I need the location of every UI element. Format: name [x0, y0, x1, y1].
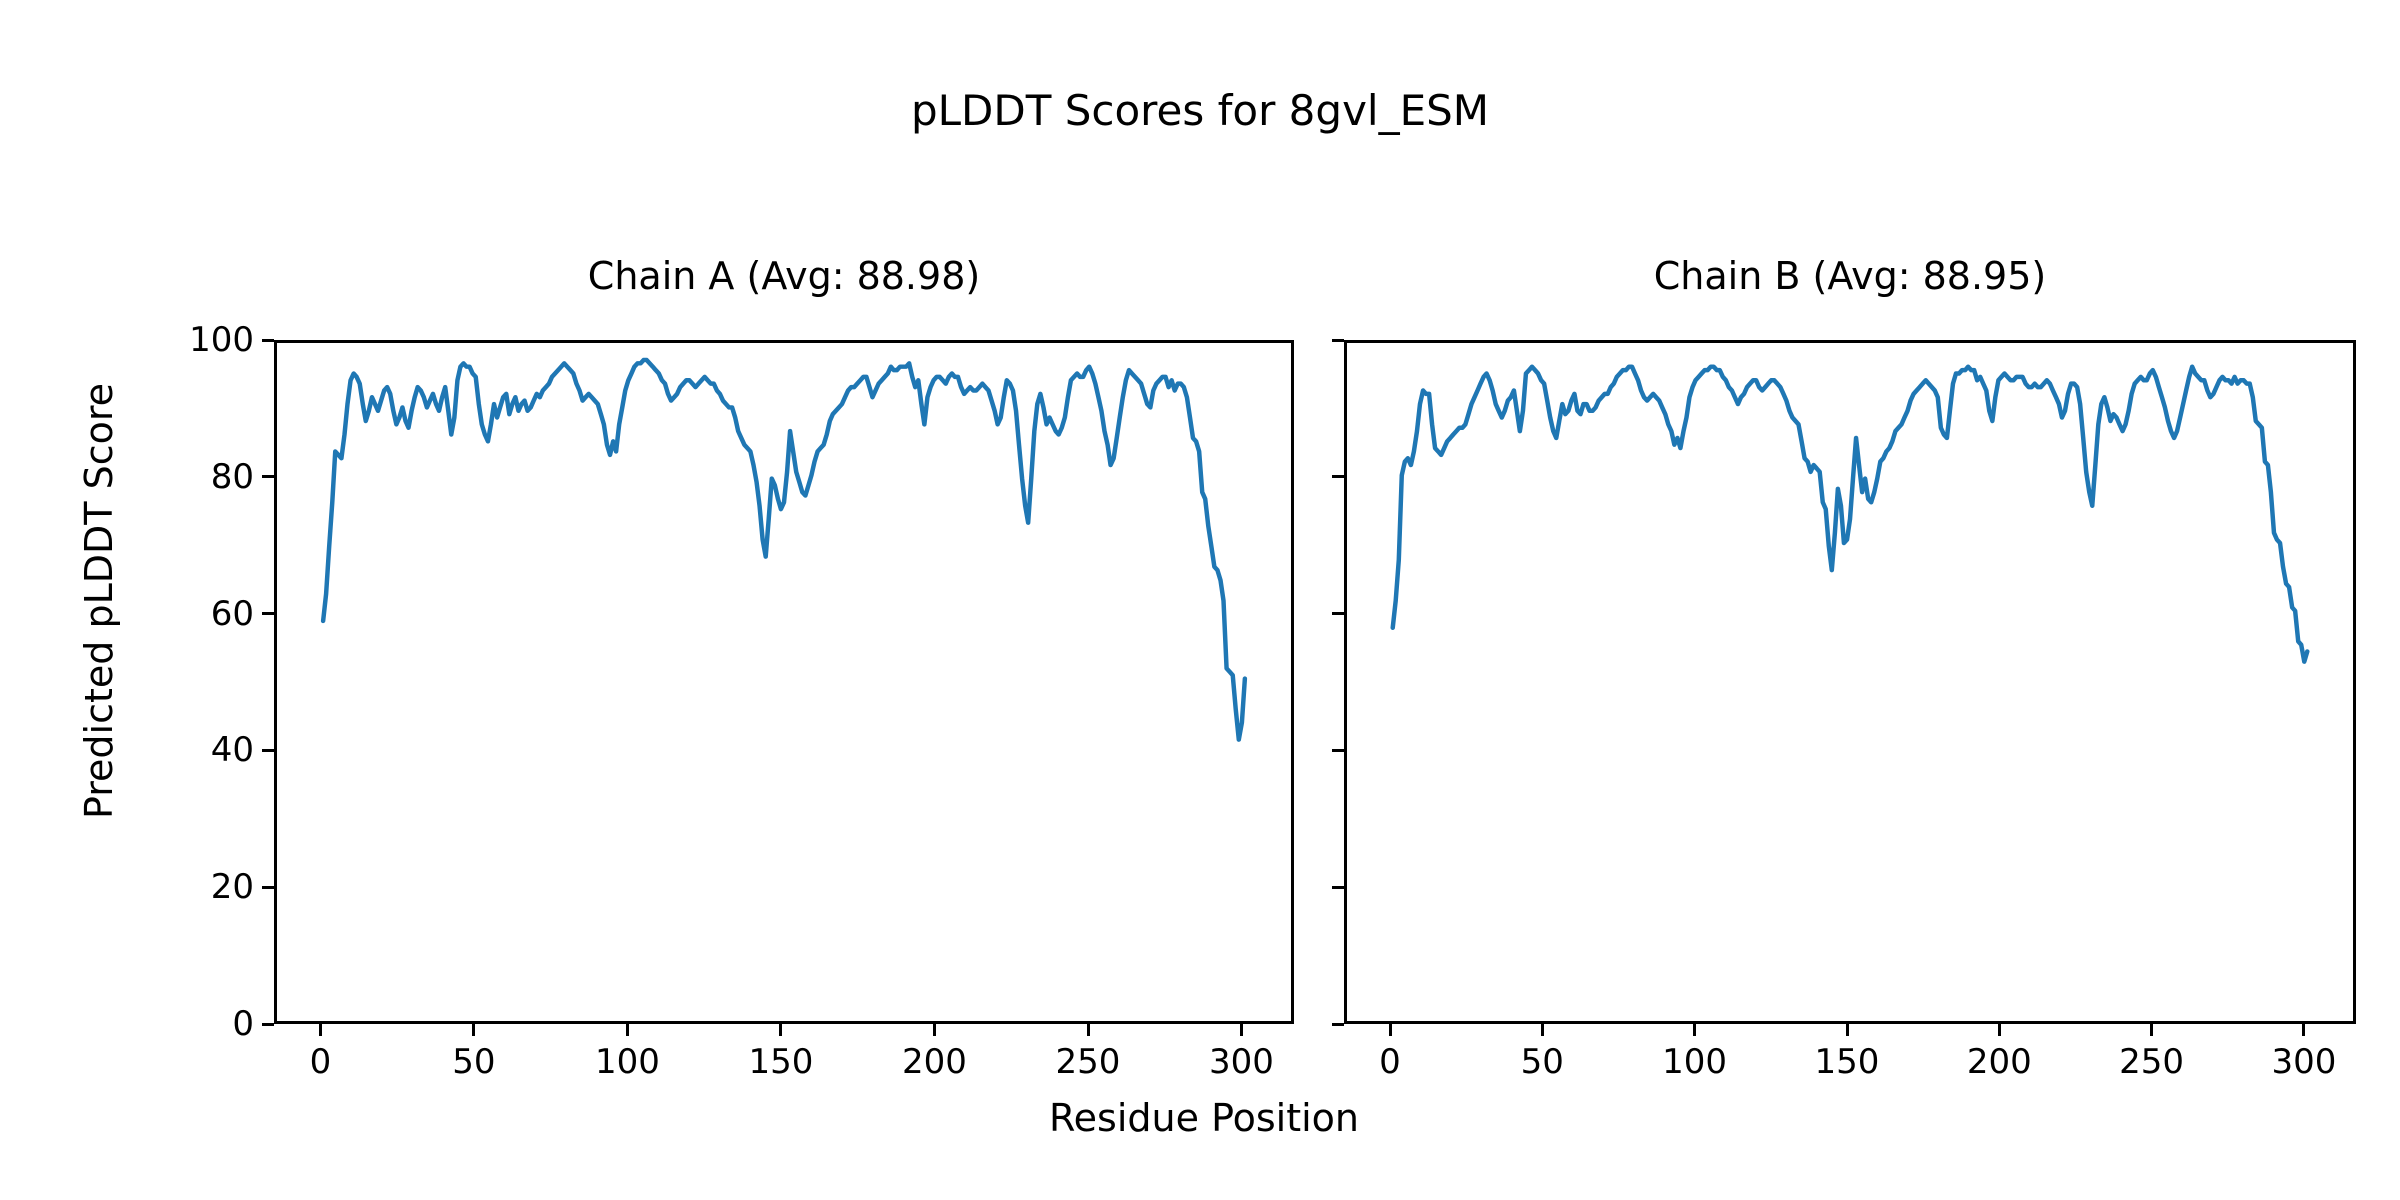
- chain-b-plot-area: [1344, 340, 2356, 1024]
- subplot-title-chain-b: Chain B (Avg: 88.95): [1653, 254, 2047, 298]
- y-tick-label: 40: [210, 730, 254, 771]
- y-tick-mark: [1332, 612, 1344, 616]
- x-tick-mark: [1240, 1024, 1243, 1036]
- subplot-title-chain-a: Chain A (Avg: 88.98): [587, 254, 981, 298]
- x-tick-mark: [318, 1024, 322, 1036]
- x-tick-label: 100: [1662, 1042, 1728, 1082]
- x-tick-label: 100: [594, 1042, 660, 1082]
- y-tick-mark: [1332, 748, 1344, 752]
- x-tick-mark: [1540, 1024, 1544, 1036]
- y-tick-mark: [1332, 338, 1344, 342]
- x-tick-label: 250: [1055, 1042, 1121, 1082]
- plddt-line-chain-a: [320, 357, 1248, 742]
- y-tick-mark: [262, 612, 274, 616]
- y-tick-label: 60: [210, 593, 254, 634]
- chain-a-line-series: [320, 357, 1248, 742]
- y-tick-mark: [262, 748, 274, 752]
- y-tick-label: 0: [232, 1004, 254, 1044]
- x-tick-label: 150: [748, 1042, 814, 1082]
- y-tick-label: 80: [210, 456, 254, 497]
- x-tick-mark: [1086, 1024, 1090, 1036]
- y-tick-label: 20: [210, 867, 254, 908]
- y-tick-label: 100: [189, 320, 254, 360]
- x-tick-label: 150: [1814, 1042, 1880, 1082]
- figure-title: pLDDT Scores for 8gvl_ESM: [910, 86, 1490, 135]
- y-tick-mark: [1332, 475, 1344, 479]
- x-tick-mark: [472, 1024, 476, 1036]
- y-tick-mark: [262, 338, 274, 342]
- x-tick-mark: [1388, 1024, 1392, 1036]
- x-tick-mark: [1693, 1024, 1697, 1036]
- x-tick-label: 0: [309, 1042, 332, 1082]
- y-tick-mark: [1332, 885, 1344, 889]
- y-tick-mark: [262, 475, 274, 479]
- x-axis-label: Residue Position: [1048, 1096, 1360, 1140]
- x-tick-label: 0: [1379, 1042, 1401, 1082]
- x-tick-label: 50: [1520, 1042, 1564, 1082]
- x-tick-label: 300: [2271, 1042, 2337, 1082]
- y-tick-mark: [1332, 1022, 1344, 1026]
- x-tick-mark: [779, 1024, 783, 1036]
- x-tick-mark: [1997, 1024, 2001, 1036]
- x-tick-mark: [625, 1024, 629, 1036]
- x-tick-label: 50: [452, 1042, 496, 1082]
- x-tick-label: 200: [1966, 1042, 2032, 1082]
- y-tick-mark: [262, 1022, 274, 1026]
- x-tick-mark: [1845, 1024, 1849, 1036]
- x-tick-mark: [2150, 1024, 2154, 1036]
- x-tick-mark: [2302, 1024, 2306, 1036]
- plddt-line-chain-b: [1390, 364, 2310, 664]
- x-tick-mark: [933, 1024, 936, 1036]
- x-tick-label: 300: [1209, 1042, 1274, 1082]
- y-tick-mark: [262, 885, 274, 889]
- chain-b-line-series: [1390, 364, 2310, 664]
- chain-a-plot-area: [274, 340, 1294, 1024]
- x-tick-label: 250: [2119, 1042, 2185, 1082]
- x-tick-label: 200: [902, 1042, 967, 1082]
